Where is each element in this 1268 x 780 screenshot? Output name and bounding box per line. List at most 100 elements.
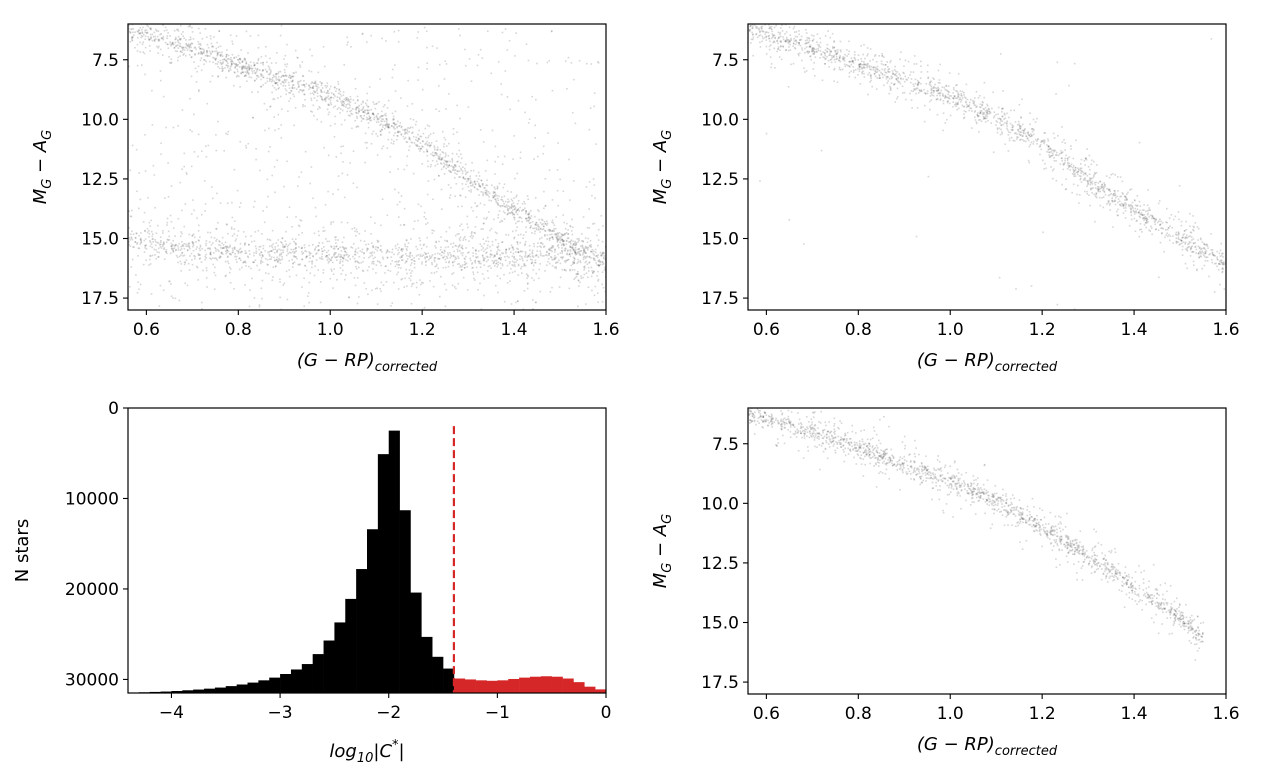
star-point bbox=[514, 208, 516, 211]
star-point bbox=[170, 283, 172, 285]
star-point bbox=[983, 113, 985, 115]
star-point bbox=[220, 53, 223, 56]
star-point bbox=[1199, 255, 1202, 257]
star-point bbox=[354, 102, 357, 104]
star-point bbox=[256, 67, 259, 70]
star-point bbox=[495, 284, 497, 287]
star-point bbox=[469, 185, 472, 187]
star-point bbox=[340, 256, 342, 259]
star-point bbox=[370, 34, 372, 37]
star-point bbox=[939, 99, 941, 101]
star-point bbox=[461, 187, 464, 190]
x-tick-label: 1.2 bbox=[409, 320, 436, 340]
star-point bbox=[179, 39, 182, 41]
star-point bbox=[179, 37, 181, 40]
star-point bbox=[561, 250, 563, 253]
star-point bbox=[179, 50, 182, 53]
star-point bbox=[392, 143, 395, 145]
star-point bbox=[133, 22, 135, 24]
star-point bbox=[597, 264, 600, 267]
star-point bbox=[207, 247, 210, 250]
star-point bbox=[1006, 112, 1008, 115]
star-point bbox=[256, 75, 258, 77]
star-point bbox=[861, 72, 863, 75]
star-point bbox=[285, 79, 288, 81]
star-point bbox=[243, 65, 245, 68]
star-point bbox=[395, 247, 397, 250]
star-point bbox=[433, 230, 435, 232]
star-point bbox=[349, 101, 352, 103]
star-point bbox=[230, 64, 233, 67]
star-point bbox=[461, 172, 464, 175]
star-point bbox=[519, 258, 521, 260]
star-point bbox=[519, 250, 522, 252]
star-point bbox=[370, 216, 372, 218]
star-point bbox=[443, 255, 446, 258]
star-point bbox=[595, 255, 597, 257]
star-point bbox=[203, 52, 205, 54]
star-point bbox=[528, 118, 531, 120]
star-point bbox=[548, 239, 551, 242]
star-point bbox=[901, 85, 904, 88]
star-point bbox=[216, 51, 219, 54]
star-point bbox=[544, 222, 547, 225]
star-point bbox=[280, 137, 283, 139]
star-point bbox=[517, 300, 519, 303]
star-point bbox=[544, 270, 546, 272]
star-point bbox=[234, 67, 236, 69]
star-point bbox=[513, 236, 516, 239]
star-point bbox=[1210, 249, 1213, 251]
star-point bbox=[523, 200, 525, 203]
star-point bbox=[200, 51, 202, 53]
star-point bbox=[557, 239, 559, 241]
star-point bbox=[782, 38, 785, 41]
star-point bbox=[188, 233, 191, 236]
star-point bbox=[1079, 178, 1082, 181]
star-point bbox=[1090, 181, 1093, 184]
star-point bbox=[354, 250, 357, 253]
star-point bbox=[483, 187, 485, 189]
star-point bbox=[180, 247, 183, 250]
star-point bbox=[585, 272, 588, 274]
star-point bbox=[1153, 218, 1156, 221]
star-point bbox=[230, 57, 232, 59]
star-point bbox=[185, 42, 187, 45]
star-point bbox=[513, 213, 516, 216]
star-point bbox=[1021, 129, 1024, 132]
star-point bbox=[1160, 220, 1162, 223]
star-point bbox=[844, 65, 847, 68]
star-point bbox=[534, 230, 536, 233]
star-point bbox=[866, 66, 868, 69]
star-point bbox=[471, 263, 473, 265]
star-point bbox=[214, 57, 217, 60]
star-point bbox=[329, 277, 331, 280]
star-point bbox=[313, 93, 315, 96]
star-point bbox=[1000, 128, 1002, 131]
star-point bbox=[480, 249, 483, 251]
star-point bbox=[157, 21, 159, 23]
star-point bbox=[157, 35, 159, 38]
star-point bbox=[526, 277, 528, 280]
star-point bbox=[559, 236, 562, 238]
star-point bbox=[536, 245, 539, 248]
star-point bbox=[209, 253, 212, 255]
star-point bbox=[459, 236, 462, 238]
star-point bbox=[1177, 238, 1180, 240]
star-point bbox=[162, 35, 165, 38]
star-point bbox=[504, 205, 506, 208]
star-point bbox=[209, 253, 212, 255]
star-point bbox=[155, 38, 157, 40]
star-point bbox=[483, 259, 485, 261]
star-point bbox=[208, 50, 211, 52]
star-point bbox=[1055, 154, 1058, 156]
star-point bbox=[169, 252, 172, 255]
star-point bbox=[760, 29, 763, 32]
star-point bbox=[961, 104, 964, 107]
star-point bbox=[247, 73, 250, 76]
star-point bbox=[191, 241, 194, 243]
star-point bbox=[239, 257, 241, 260]
star-point bbox=[1103, 184, 1106, 186]
star-point bbox=[358, 108, 360, 110]
star-point bbox=[534, 197, 537, 199]
star-point bbox=[532, 269, 534, 271]
